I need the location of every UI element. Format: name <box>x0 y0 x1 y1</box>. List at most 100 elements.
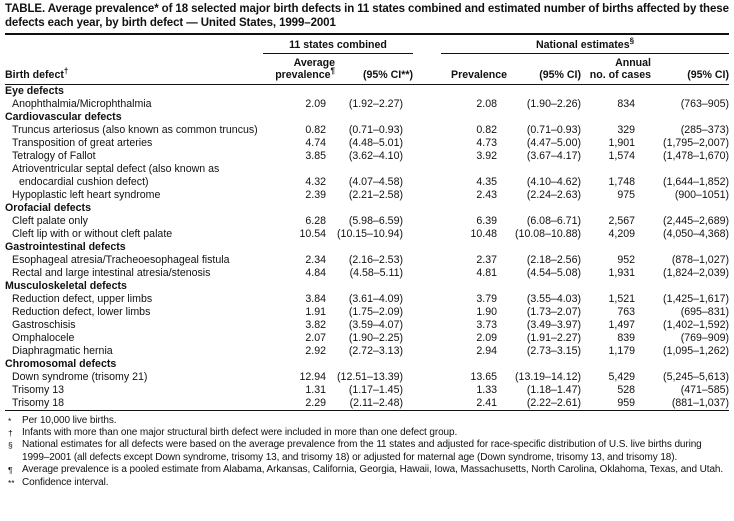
states-ci-value: (12.51–13.39) <box>337 370 403 383</box>
defect-name: Reduction defect, upper limbs <box>12 292 153 305</box>
annual-cases-value: 528 <box>617 383 635 396</box>
national-prevalence-value: 6.39 <box>476 214 497 227</box>
column-gap <box>413 98 441 111</box>
national-prevalence-value: 3.73 <box>476 318 497 331</box>
states-ci-value: (4.58–5.11) <box>349 266 403 279</box>
annual-cases-value: 2,567 <box>608 214 635 227</box>
states-ci-value: (10.15–10.94) <box>337 227 403 240</box>
states-ci-value: (2.16–2.53) <box>348 253 403 266</box>
national-prevalence-value: 1.90 <box>476 305 497 318</box>
column-gap <box>413 150 441 163</box>
national-ci-value: (2.73–3.15) <box>526 344 581 357</box>
national-ci-value: (1.90–2.26) <box>526 97 581 110</box>
cases-ci-value: (1,795–2,007) <box>663 136 730 149</box>
defect-name: Omphalocele <box>12 331 75 344</box>
national-ci-value: (2.22–2.61) <box>526 396 581 409</box>
footnote-text: Per 10,000 live births. <box>22 414 117 426</box>
avg-prevalence-value: 1.31 <box>305 383 326 396</box>
data-row: Esophageal atresia/Tracheoesophageal fis… <box>5 254 729 267</box>
states-ci-value: (4.48–5.01) <box>348 136 403 149</box>
avg-prevalence-value: 3.84 <box>305 292 326 305</box>
cases-ci-value: (1,095–1,262) <box>663 344 730 357</box>
national-prevalence-value: 4.35 <box>476 175 497 188</box>
states-ci-value: (5.98–6.59) <box>348 214 403 227</box>
header-ci-states: (95% CI**) <box>335 53 413 85</box>
footnote: ¶ Average prevalence is a pooled estimate… <box>5 464 729 476</box>
data-row: Reduction defect, upper limbs 3.84 (3.61–4… <box>5 293 729 306</box>
states-ci-value: (1.92–2.27) <box>348 97 403 110</box>
avg-prevalence-value: 0.82 <box>305 123 326 136</box>
column-gap <box>413 293 441 306</box>
section-row: Musculoskeletal defects <box>5 280 729 293</box>
footnote: † Infants with more than one major struct… <box>5 427 729 439</box>
avg-prevalence-value: 2.29 <box>305 396 326 409</box>
data-row: Hypoplastic left heart syndrome 2.39 (2.21… <box>5 189 729 202</box>
defect-name: Tetralogy of Fallot <box>12 149 96 162</box>
section-row: Cardiovascular defects <box>5 111 729 124</box>
national-prevalence-value: 4.73 <box>476 136 497 149</box>
data-row: Atrioventricular septal defect (also kno… <box>5 163 729 189</box>
states-ci-value: (1.17–1.45) <box>348 383 403 396</box>
national-ci-value: (6.08–6.71) <box>526 214 581 227</box>
annual-cases-value: 5,429 <box>608 370 635 383</box>
header-avg-prevalence: Average prevalence¶ <box>263 53 335 85</box>
national-ci-value: (1.73–2.07) <box>526 305 581 318</box>
defect-name: Trisomy 18 <box>12 396 64 409</box>
avg-prevalence-value: 4.84 <box>305 266 326 279</box>
annual-cases-value: 1,179 <box>608 344 635 357</box>
states-ci-value: (2.21–2.58) <box>348 188 403 201</box>
defect-name: Truncus arteriosus (also known as common… <box>12 123 258 136</box>
column-group-row: 11 states combined National estimates§ <box>5 35 730 54</box>
avg-prevalence-value: 2.07 <box>305 331 326 344</box>
defect-name: Atrioventricular septal defect (also kno… <box>12 162 220 188</box>
annual-cases-value: 834 <box>617 97 635 110</box>
group-national-marker: § <box>629 36 635 46</box>
footnote-text: Confidence interval. <box>22 476 109 488</box>
column-gap <box>413 228 441 241</box>
footnote-marker: * <box>8 415 12 426</box>
cases-ci-value: (769–909) <box>680 331 730 344</box>
avg-prevalence-value: 3.82 <box>305 318 326 331</box>
states-ci-value: (0.71–0.93) <box>348 123 403 136</box>
group-states-label: 11 states combined <box>289 39 387 51</box>
column-header-row: Birth defect† Average prevalence¶ (95% CI… <box>5 53 730 85</box>
avg-prevalence-value: 2.34 <box>305 253 326 266</box>
header-prevalence: Prevalence <box>441 53 507 85</box>
data-row: Cleft palate only 6.28 (5.98–6.59) 6.39 (6.0… <box>5 215 729 228</box>
cases-ci-value: (471–585) <box>680 383 730 396</box>
national-prevalence-value: 2.43 <box>476 188 497 201</box>
annual-cases-value: 329 <box>617 123 635 136</box>
national-ci-value: (4.54–5.08) <box>526 266 581 279</box>
column-gap <box>413 267 441 280</box>
data-row: Tetralogy of Fallot 3.85 (3.62–4.10) 3.92 (3… <box>5 150 729 163</box>
cases-ci-value: (285–373) <box>680 123 730 136</box>
column-gap <box>413 254 441 267</box>
national-ci-value: (4.10–4.62) <box>526 175 581 188</box>
avg-prevalence-value: 2.39 <box>305 188 326 201</box>
table-body: Eye defects Anophthalmia/Microphthalmia 2.… <box>5 84 729 410</box>
defect-name: Anophthalmia/Microphthalmia <box>12 97 152 110</box>
section-label: Gastrointestinal defects <box>5 240 126 253</box>
cases-ci-value: (4,050–4,368) <box>663 227 730 240</box>
states-ci-value: (1.75–2.09) <box>348 305 403 318</box>
defect-name: Reduction defect, lower limbs <box>12 305 151 318</box>
national-ci-value: (10.08–10.88) <box>515 227 581 240</box>
table-header: 11 states combined National estimates§ B… <box>5 35 730 85</box>
cases-ci-value: (2,445–2,689) <box>663 214 730 227</box>
column-gap <box>413 215 441 228</box>
annual-cases-value: 975 <box>617 188 635 201</box>
column-gap <box>413 163 441 189</box>
footnote-text: National estimates for all defects were … <box>22 439 702 463</box>
annual-cases-value: 1,497 <box>608 318 635 331</box>
cases-ci-value: (763–905) <box>680 97 730 110</box>
states-ci-value: (1.90–2.25) <box>348 331 403 344</box>
states-ci-value: (2.11–2.48) <box>349 396 403 409</box>
states-ci-value: (2.72–3.13) <box>348 344 403 357</box>
national-prevalence-value: 10.48 <box>470 227 497 240</box>
footnote: * Per 10,000 live births. <box>5 415 729 427</box>
national-ci-value: (2.24–2.63) <box>526 188 581 201</box>
section-label: Cardiovascular defects <box>5 110 122 123</box>
defect-name: Transposition of great arteries <box>12 136 153 149</box>
national-prevalence-value: 1.33 <box>476 383 497 396</box>
cases-ci-value: (1,824–2,039) <box>663 266 730 279</box>
